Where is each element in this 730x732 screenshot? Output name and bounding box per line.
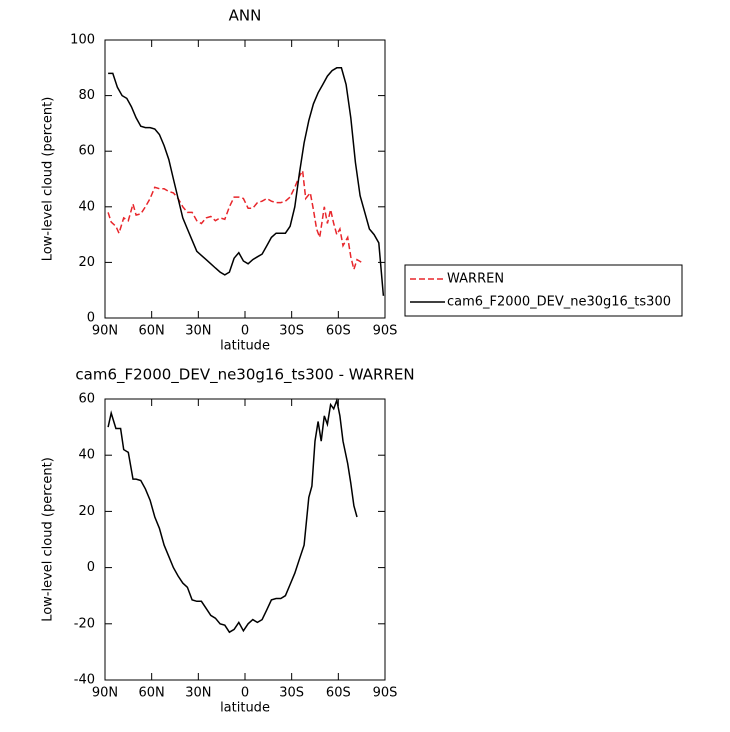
x-tick-label: 30S bbox=[279, 686, 304, 701]
legend-label: cam6_F2000_DEV_ne30g16_ts300 bbox=[447, 295, 671, 310]
y-tick-label: 100 bbox=[70, 33, 95, 48]
y-axis-label: Low-level cloud (percent) bbox=[41, 97, 56, 262]
x-axis-label: latitude bbox=[220, 701, 270, 716]
x-tick-label: 90S bbox=[373, 686, 398, 701]
y-tick-label: 60 bbox=[78, 392, 95, 407]
legend-label: WARREN bbox=[447, 272, 504, 287]
x-tick-label: 90N bbox=[92, 686, 118, 701]
y-tick-label: 80 bbox=[78, 88, 95, 103]
x-tick-label: 0 bbox=[241, 686, 249, 701]
data-line bbox=[108, 67, 385, 296]
x-tick-label: 90S bbox=[373, 324, 398, 339]
y-tick-label: 0 bbox=[87, 311, 95, 326]
chart-title: ANN bbox=[229, 7, 262, 25]
x-tick-label: 30S bbox=[279, 324, 304, 339]
legend-box bbox=[404, 264, 683, 317]
data-line bbox=[107, 397, 358, 634]
y-tick-label: -40 bbox=[74, 673, 95, 688]
y-tick-label: 40 bbox=[78, 448, 95, 463]
plot-frame bbox=[104, 39, 386, 319]
y-tick-label: -20 bbox=[74, 616, 95, 631]
x-axis-label: latitude bbox=[220, 339, 270, 354]
x-tick-label: 60N bbox=[139, 686, 165, 701]
x-tick-label: 0 bbox=[241, 324, 249, 339]
y-axis-label: Low-level cloud (percent) bbox=[41, 457, 56, 622]
y-tick-label: 60 bbox=[78, 144, 95, 159]
x-tick-label: 60S bbox=[326, 686, 351, 701]
chart-title: cam6_F2000_DEV_ne30g16_ts300 - WARREN bbox=[75, 366, 414, 385]
y-tick-label: 20 bbox=[78, 255, 95, 270]
x-tick-label: 60S bbox=[326, 324, 351, 339]
x-tick-label: 30N bbox=[185, 324, 211, 339]
y-tick-label: 20 bbox=[78, 504, 95, 519]
y-tick-label: 0 bbox=[87, 560, 95, 575]
x-tick-label: 60N bbox=[139, 324, 165, 339]
y-tick-label: 40 bbox=[78, 199, 95, 214]
data-line bbox=[107, 168, 363, 273]
x-tick-label: 30N bbox=[185, 686, 211, 701]
x-tick-label: 90N bbox=[92, 324, 118, 339]
